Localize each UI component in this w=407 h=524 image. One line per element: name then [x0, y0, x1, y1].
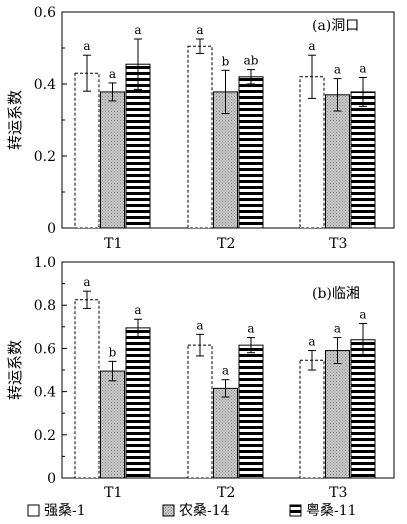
legend-label: 农桑-14 [179, 503, 230, 519]
significance-letter: a [334, 322, 341, 336]
significance-letter: a [134, 23, 141, 37]
bar-粤桑-11 [125, 63, 151, 229]
bar-强桑-1 [187, 45, 213, 229]
y-tick-label: 0 [47, 471, 56, 487]
significance-letter: a [83, 275, 90, 289]
legend-swatch [162, 504, 175, 517]
x-tick-label: T1 [104, 485, 122, 501]
bar-粤桑-11 [238, 344, 264, 479]
significance-letter: a [222, 364, 229, 378]
significance-letter: a [359, 308, 366, 322]
bar-粤桑-11 [350, 339, 376, 479]
significance-letter: a [196, 318, 203, 332]
legend-label: 强桑-1 [44, 503, 86, 519]
significance-letter: b [109, 345, 117, 359]
y-tick-label: 0.2 [34, 428, 56, 444]
significance-letter: b [222, 54, 230, 68]
bar-强桑-1 [74, 299, 100, 479]
bar-农桑-14 [213, 387, 238, 479]
significance-letter: a [334, 63, 341, 77]
x-tick-label: T3 [329, 485, 347, 501]
bar-农桑-14 [100, 91, 125, 229]
significance-letter: a [359, 62, 366, 76]
bar-粤桑-11 [238, 76, 264, 229]
significance-letter: a [308, 335, 315, 349]
legend-item: 粤桑-11 [289, 503, 357, 519]
legend-item: 强桑-1 [27, 503, 86, 519]
chart-panel-2: 0 0.2 0.4 0.6 0.8 1.0 转运系数 (b)临湘 T1 a b a T2 a a a T3 a a a [6, 255, 395, 501]
x-tick-label: T2 [217, 485, 235, 501]
legend-label: 粤桑-11 [306, 503, 357, 519]
y-tick-label: 0.6 [34, 5, 56, 21]
significance-letter: a [109, 67, 116, 81]
legend-swatch [289, 504, 302, 517]
significance-letter: a [83, 39, 90, 53]
x-tick-label: T1 [104, 236, 122, 252]
y-tick-label: 0.4 [34, 77, 56, 93]
bar-农桑-14 [100, 370, 125, 479]
significance-letter: ab [244, 54, 259, 68]
y-tick-label: 1.0 [34, 255, 56, 271]
legend-item: 农桑-14 [162, 503, 230, 519]
bar-强桑-1 [187, 344, 213, 479]
y-tick-label: 0.6 [34, 341, 56, 357]
y-tick-label: 0 [47, 221, 56, 237]
significance-letter: a [247, 322, 254, 336]
bar-农桑-14 [325, 350, 350, 479]
legend: 强桑-1 农桑-14 粤桑-11 [27, 503, 357, 519]
y-axis-label: 转运系数 [6, 90, 24, 150]
panel-label: (b)临湘 [312, 286, 360, 302]
y-tick-label: 0.2 [34, 149, 56, 165]
significance-letter: a [134, 303, 141, 317]
y-tick-label: 0.4 [34, 385, 56, 401]
bar-强桑-1 [299, 76, 325, 229]
y-tick-label: 0.8 [34, 298, 56, 314]
legend-swatch [27, 504, 40, 517]
bar-粤桑-11 [350, 91, 376, 229]
bar-农桑-14 [325, 94, 350, 229]
bar-强桑-1 [299, 359, 325, 479]
y-axis-label: 转运系数 [6, 340, 24, 400]
panel-label: (a)洞口 [312, 18, 359, 34]
significance-letter: a [196, 23, 203, 37]
bar-强桑-1 [74, 72, 100, 229]
x-tick-label: T3 [329, 236, 347, 252]
significance-letter: a [308, 39, 315, 53]
bar-粤桑-11 [125, 327, 151, 479]
x-tick-label: T2 [217, 236, 235, 252]
